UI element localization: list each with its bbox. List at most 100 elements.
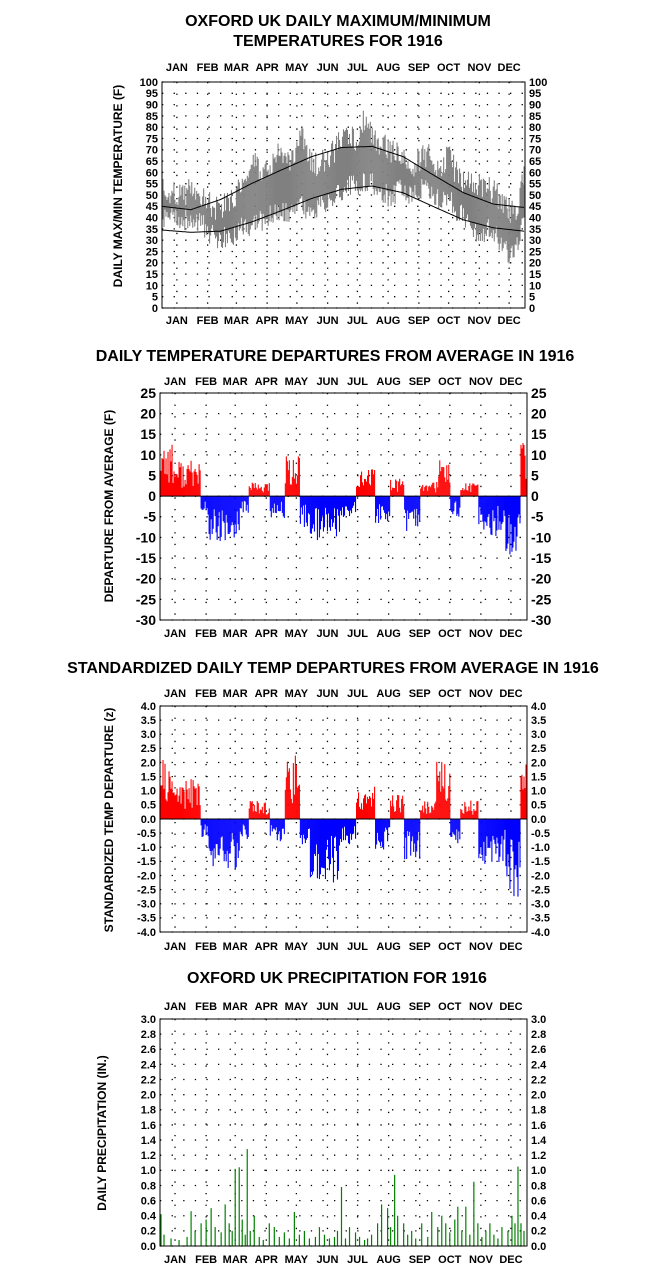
y-tick-label-left: 1.2	[141, 1150, 156, 1162]
month-tick-label: NOV	[469, 1254, 494, 1266]
y-tick-label-left: 45	[146, 201, 158, 213]
y-tick-label-left: 1.5	[141, 771, 156, 783]
chart1-title: OXFORD UK DAILY MAXIMUM/MINIMUM	[185, 13, 491, 30]
y-tick-label-left: -3.5	[137, 913, 156, 925]
month-tick-label: APR	[255, 376, 278, 388]
y-tick-label-left: -3.0	[137, 899, 156, 911]
month-tick-label: JUL	[347, 62, 368, 74]
month-tick-label: OCT	[438, 941, 462, 953]
y-tick-label-right: 15	[531, 426, 547, 442]
month-tick-label: JUL	[347, 628, 368, 640]
month-tick-label: AUG	[376, 376, 400, 388]
y-tick-label-left: -2.5	[137, 884, 156, 896]
y-tick-label-left: -15	[136, 550, 156, 566]
month-tick-label: AUG	[376, 1001, 400, 1013]
y-tick-label-right: 65	[529, 156, 541, 168]
y-tick-label-left: 30	[146, 235, 158, 247]
chart4-plot: JAN JAN FEB FEB MAR MAR APR APR MAY MAY JUN JUN JUL J…	[141, 1001, 547, 1266]
y-tick-label-left: 0.6	[141, 1195, 156, 1207]
month-tick-label: APR	[255, 628, 278, 640]
y-tick-label-right: 35	[529, 224, 541, 236]
month-tick-label: MAY	[285, 376, 309, 388]
y-tick-label-right: -0.5	[531, 828, 550, 840]
y-tick-label-right: 45	[529, 201, 541, 213]
month-tick-label: AUG	[376, 1254, 400, 1266]
y-tick-label-right: -2.0	[531, 870, 550, 882]
month-tick-label: APR	[255, 1001, 278, 1013]
y-tick-label-left: 4.0	[141, 701, 156, 713]
chart4-grid	[160, 1018, 527, 1247]
month-tick-label: MAR	[224, 315, 249, 327]
month-tick-label: APR	[256, 62, 279, 74]
month-tick-label: SEP	[409, 376, 431, 388]
y-tick-label-left: 70	[146, 145, 158, 157]
y-tick-label-left: 75	[146, 133, 158, 145]
month-tick-label: JAN	[164, 628, 186, 640]
y-tick-label-right: -2.5	[531, 884, 550, 896]
month-tick-label: APR	[255, 941, 278, 953]
month-tick-label: NOV	[469, 628, 494, 640]
normal-min-line	[161, 185, 525, 233]
month-tick-label: JUL	[347, 688, 368, 700]
month-tick-label: JUN	[316, 1001, 338, 1013]
month-tick-label: APR	[255, 688, 278, 700]
month-tick-label: JUL	[347, 315, 368, 327]
y-tick-label-right: 20	[531, 406, 547, 422]
y-tick-label-left: 2.8	[141, 1029, 156, 1041]
month-tick-label: FEB	[195, 941, 217, 953]
month-tick-label: MAR	[223, 688, 248, 700]
month-tick-label: NOV	[469, 941, 494, 953]
y-tick-label-right: 1.4	[531, 1135, 547, 1147]
y-tick-label-right: 20	[529, 258, 541, 270]
chart2-ylabel: DEPARTURE FROM AVERAGE (F)	[102, 410, 116, 602]
y-tick-label-left: 0	[152, 303, 158, 315]
chart1-ylabel-group: DAILY MAX/MIN TEMPERATURE (F)	[111, 85, 125, 287]
y-tick-label-right: 50	[529, 190, 541, 202]
y-tick-label-left: 55	[146, 179, 158, 191]
y-tick-label-left: 2.0	[141, 1090, 156, 1102]
month-tick-label: OCT	[438, 628, 462, 640]
month-tick-label: DEC	[499, 376, 522, 388]
y-tick-label-right: 10	[531, 447, 547, 463]
month-tick-label: SEP	[409, 1001, 431, 1013]
y-tick-label-right: 1.0	[531, 786, 546, 798]
chart4-frame	[159, 1018, 528, 1247]
y-tick-label-left: 3.5	[141, 715, 156, 727]
y-tick-label-left: -0.5	[137, 828, 156, 840]
month-tick-label: DEC	[499, 1254, 522, 1266]
month-tick-label: MAY	[285, 688, 309, 700]
month-tick-label: OCT	[438, 376, 462, 388]
chart3-title: STANDARDIZED DAILY TEMP DEPARTURES FROM …	[67, 660, 599, 677]
y-tick-label-left: -30	[136, 612, 156, 628]
chart4-title: OXFORD UK PRECIPITATION FOR 1916	[187, 970, 487, 987]
y-tick-label-right: 90	[529, 99, 541, 111]
month-tick-label: NOV	[467, 315, 492, 327]
month-tick-label: JAN	[166, 315, 188, 327]
month-tick-label: OCT	[438, 1001, 462, 1013]
month-tick-label: FEB	[195, 1254, 217, 1266]
month-tick-label: APR	[256, 315, 279, 327]
month-tick-label: JUN	[316, 628, 338, 640]
y-tick-label-left: 1.6	[141, 1120, 156, 1132]
precip-bars	[160, 1149, 525, 1246]
departure-bars	[159, 755, 527, 897]
month-tick-label: MAR	[223, 628, 248, 640]
y-tick-label-right: -3.5	[531, 913, 550, 925]
y-tick-label-right: 100	[529, 77, 547, 89]
y-tick-label-left: 80	[146, 122, 158, 134]
chart1-subtitle: TEMPERATURES FOR 1916	[233, 33, 443, 50]
month-tick-label: MAR	[223, 941, 248, 953]
y-tick-label-right: 0.2	[531, 1226, 546, 1238]
y-tick-label-right: 0.8	[531, 1180, 546, 1192]
chart1-ylabel: DAILY MAX/MIN TEMPERATURE (F)	[111, 85, 125, 287]
y-tick-label-left: -25	[136, 591, 156, 607]
month-tick-label: FEB	[195, 376, 217, 388]
month-tick-label: DEC	[498, 315, 521, 327]
month-tick-label: OCT	[438, 688, 462, 700]
month-tick-label: DEC	[498, 62, 521, 74]
y-tick-label-left: 2.5	[141, 743, 156, 755]
month-tick-label: JAN	[166, 62, 188, 74]
y-tick-label-left: -1.0	[137, 842, 156, 854]
month-tick-label: JUN	[317, 62, 339, 74]
